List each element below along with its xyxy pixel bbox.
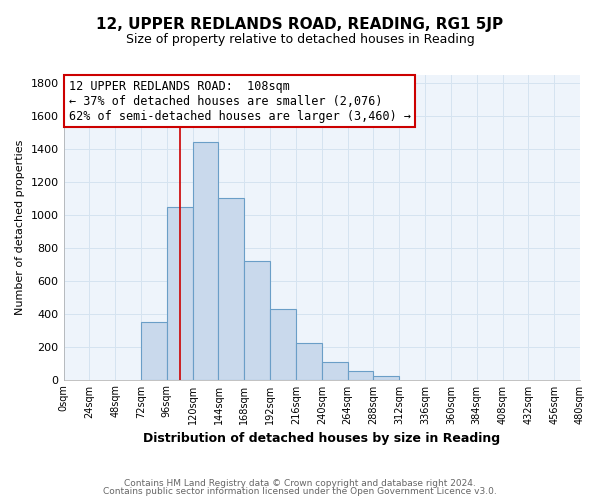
Bar [193, 142, 218, 380]
Text: Size of property relative to detached houses in Reading: Size of property relative to detached ho… [125, 32, 475, 46]
Text: 12 UPPER REDLANDS ROAD:  108sqm
← 37% of detached houses are smaller (2,076)
62%: 12 UPPER REDLANDS ROAD: 108sqm ← 37% of … [69, 80, 411, 122]
Bar [296, 344, 322, 380]
Bar [270, 309, 296, 380]
Text: 12, UPPER REDLANDS ROAD, READING, RG1 5JP: 12, UPPER REDLANDS ROAD, READING, RG1 5J… [97, 18, 503, 32]
Bar [347, 370, 373, 380]
Bar [218, 198, 244, 380]
X-axis label: Distribution of detached houses by size in Reading: Distribution of detached houses by size … [143, 432, 500, 445]
Bar [322, 362, 347, 380]
Text: Contains HM Land Registry data © Crown copyright and database right 2024.: Contains HM Land Registry data © Crown c… [124, 478, 476, 488]
Bar [373, 376, 399, 380]
Y-axis label: Number of detached properties: Number of detached properties [15, 140, 25, 315]
Text: Contains public sector information licensed under the Open Government Licence v3: Contains public sector information licen… [103, 487, 497, 496]
Bar [141, 322, 167, 380]
Bar [244, 261, 270, 380]
Bar [167, 206, 193, 380]
